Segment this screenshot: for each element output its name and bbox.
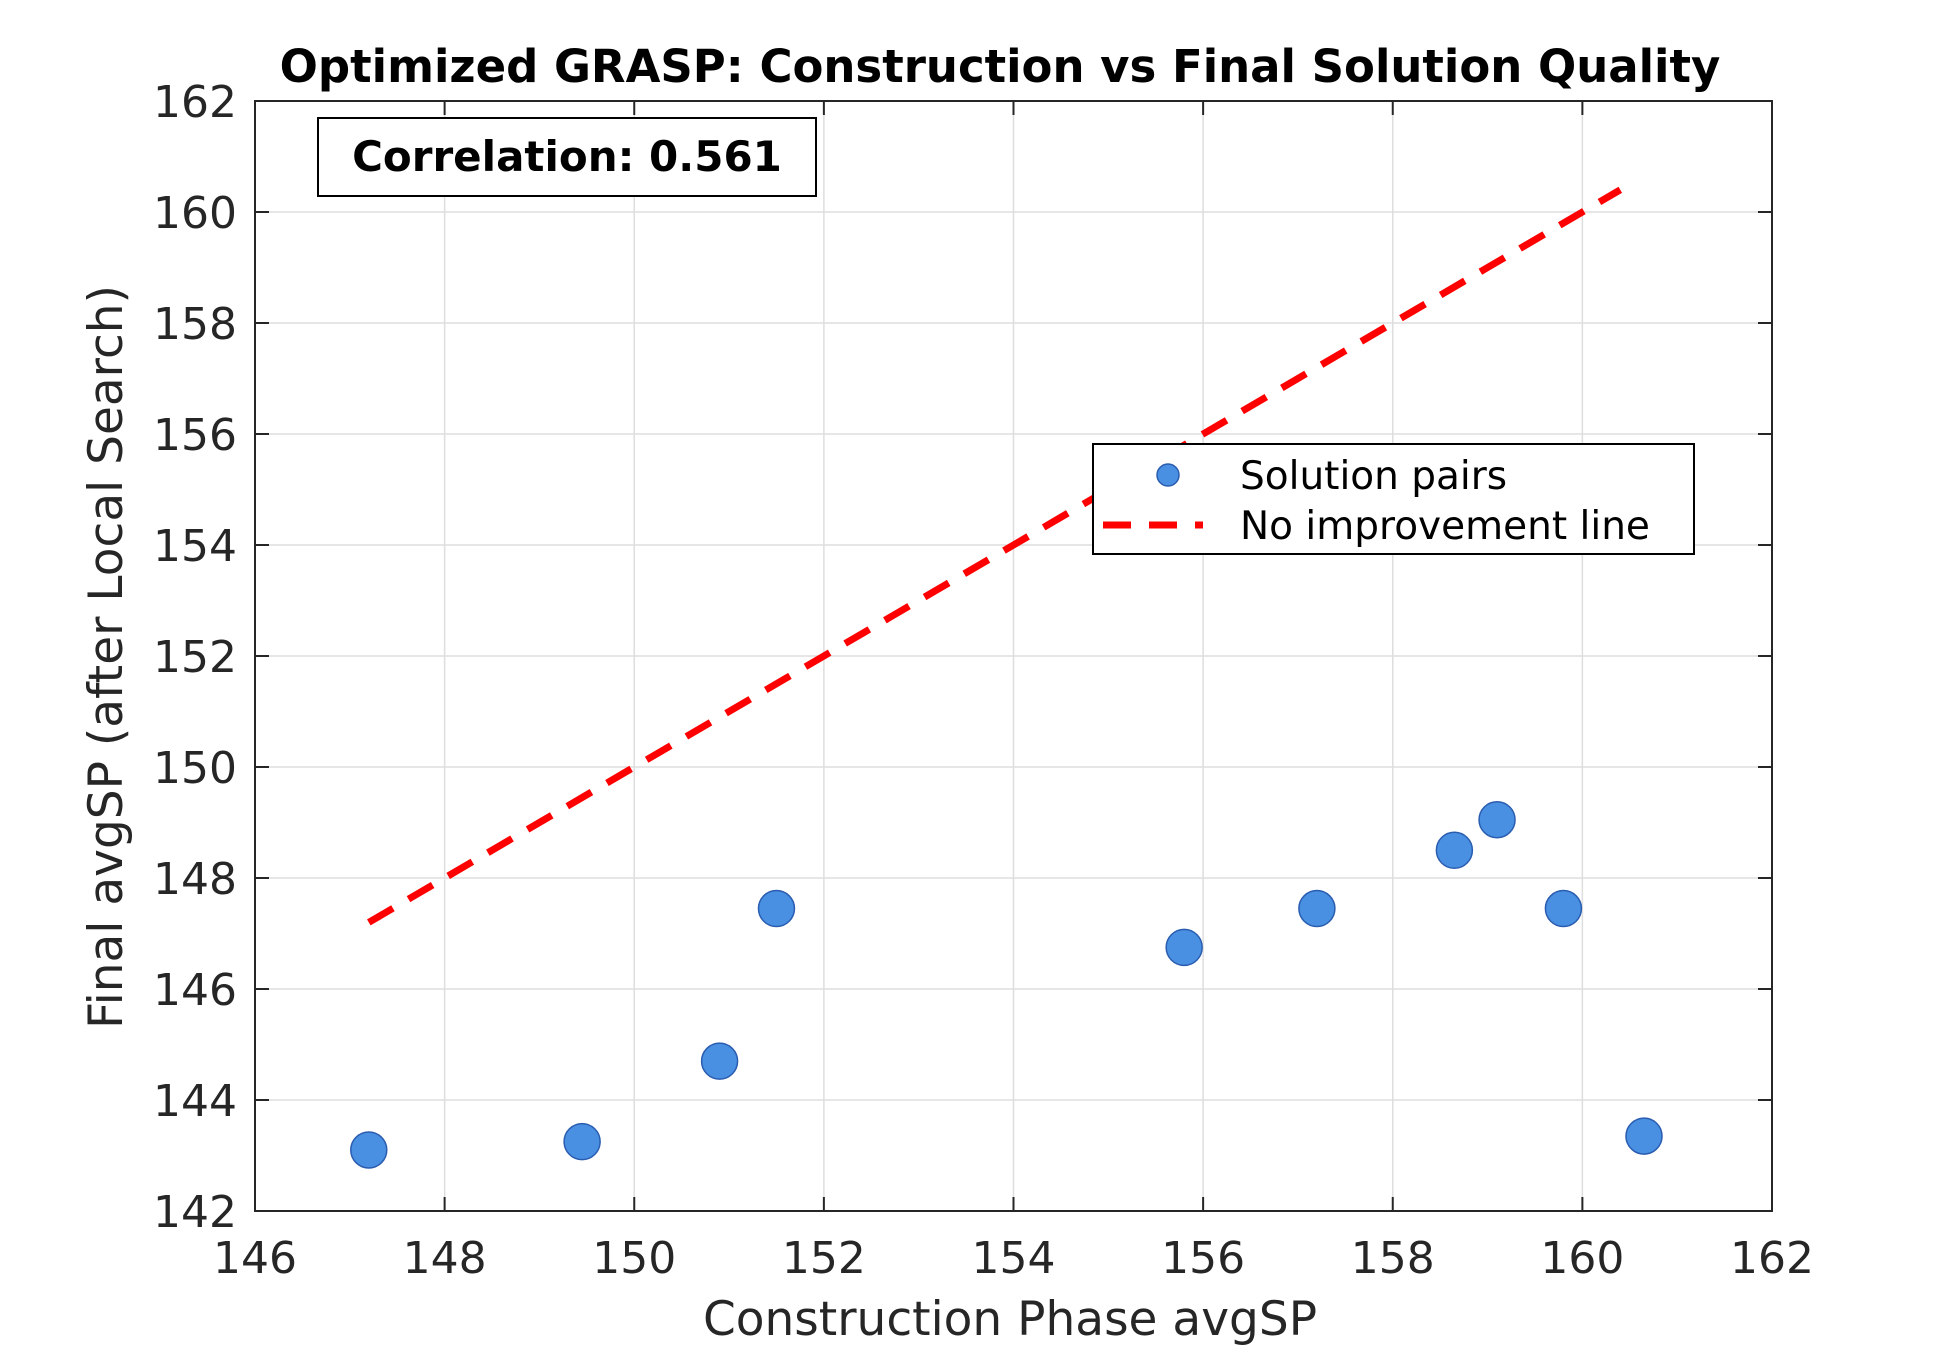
correlation-box [317,117,817,197]
x-tick-label: 152 [782,1233,866,1284]
x-tick-label: 160 [1540,1233,1624,1284]
solution-point [1544,889,1583,928]
x-tick-label: 148 [403,1233,487,1284]
solution-point [1625,1117,1663,1155]
y-tick-label: 148 [153,854,237,905]
x-tick-label: 154 [972,1233,1056,1284]
y-axis-label: Final avgSP (after Local Search) [79,285,134,1029]
solution-point [1435,831,1474,869]
legend: Solution pairs No improvement line [1092,443,1695,555]
y-tick-label: 154 [153,521,237,572]
x-tick-label: 158 [1351,1233,1435,1284]
axis-ticks: 146 148 150 152 154 156 158 160 162 142 144 146 148 1… [153,77,1814,1284]
legend-box [1092,443,1695,555]
y-tick-label: 152 [153,632,237,683]
x-tick-label: 156 [1161,1233,1245,1284]
y-tick-label: 150 [153,743,237,794]
x-tick-label: 150 [592,1233,676,1284]
solution-point [350,1131,388,1169]
x-tick-label: 162 [1730,1233,1814,1284]
y-tick-label: 158 [153,299,237,350]
correlation-annotation: Correlation: 0.561 [317,117,817,197]
correlation-text: Correlation: 0.561 [352,132,782,181]
legend-marker-solution-pairs [1156,463,1180,487]
y-tick-label: 144 [153,1076,237,1127]
y-tick-label: 160 [153,188,237,239]
solution-points-layer [350,800,1663,1169]
solution-point [1165,928,1203,967]
chart-title: Optimized GRASP: Construction vs Final S… [280,40,1721,93]
legend-label-no-improvement-line: No improvement line [1240,504,1650,549]
solution-point [757,889,796,928]
y-tick-label: 142 [153,1187,237,1238]
x-axis-label: Construction Phase avgSP [703,1292,1317,1347]
y-tick-label: 156 [153,410,237,461]
no-improvement-line [367,186,1623,926]
legend-label-solution-pairs: Solution pairs [1240,454,1507,499]
x-tick-label: 146 [213,1233,297,1284]
solution-point [1478,800,1516,839]
y-tick-label: 146 [153,965,237,1016]
no-improvement-line-layer [367,186,1623,926]
solution-point [700,1042,739,1080]
solution-point [1298,889,1336,928]
y-tick-label: 162 [153,77,237,128]
solution-point [563,1122,601,1161]
